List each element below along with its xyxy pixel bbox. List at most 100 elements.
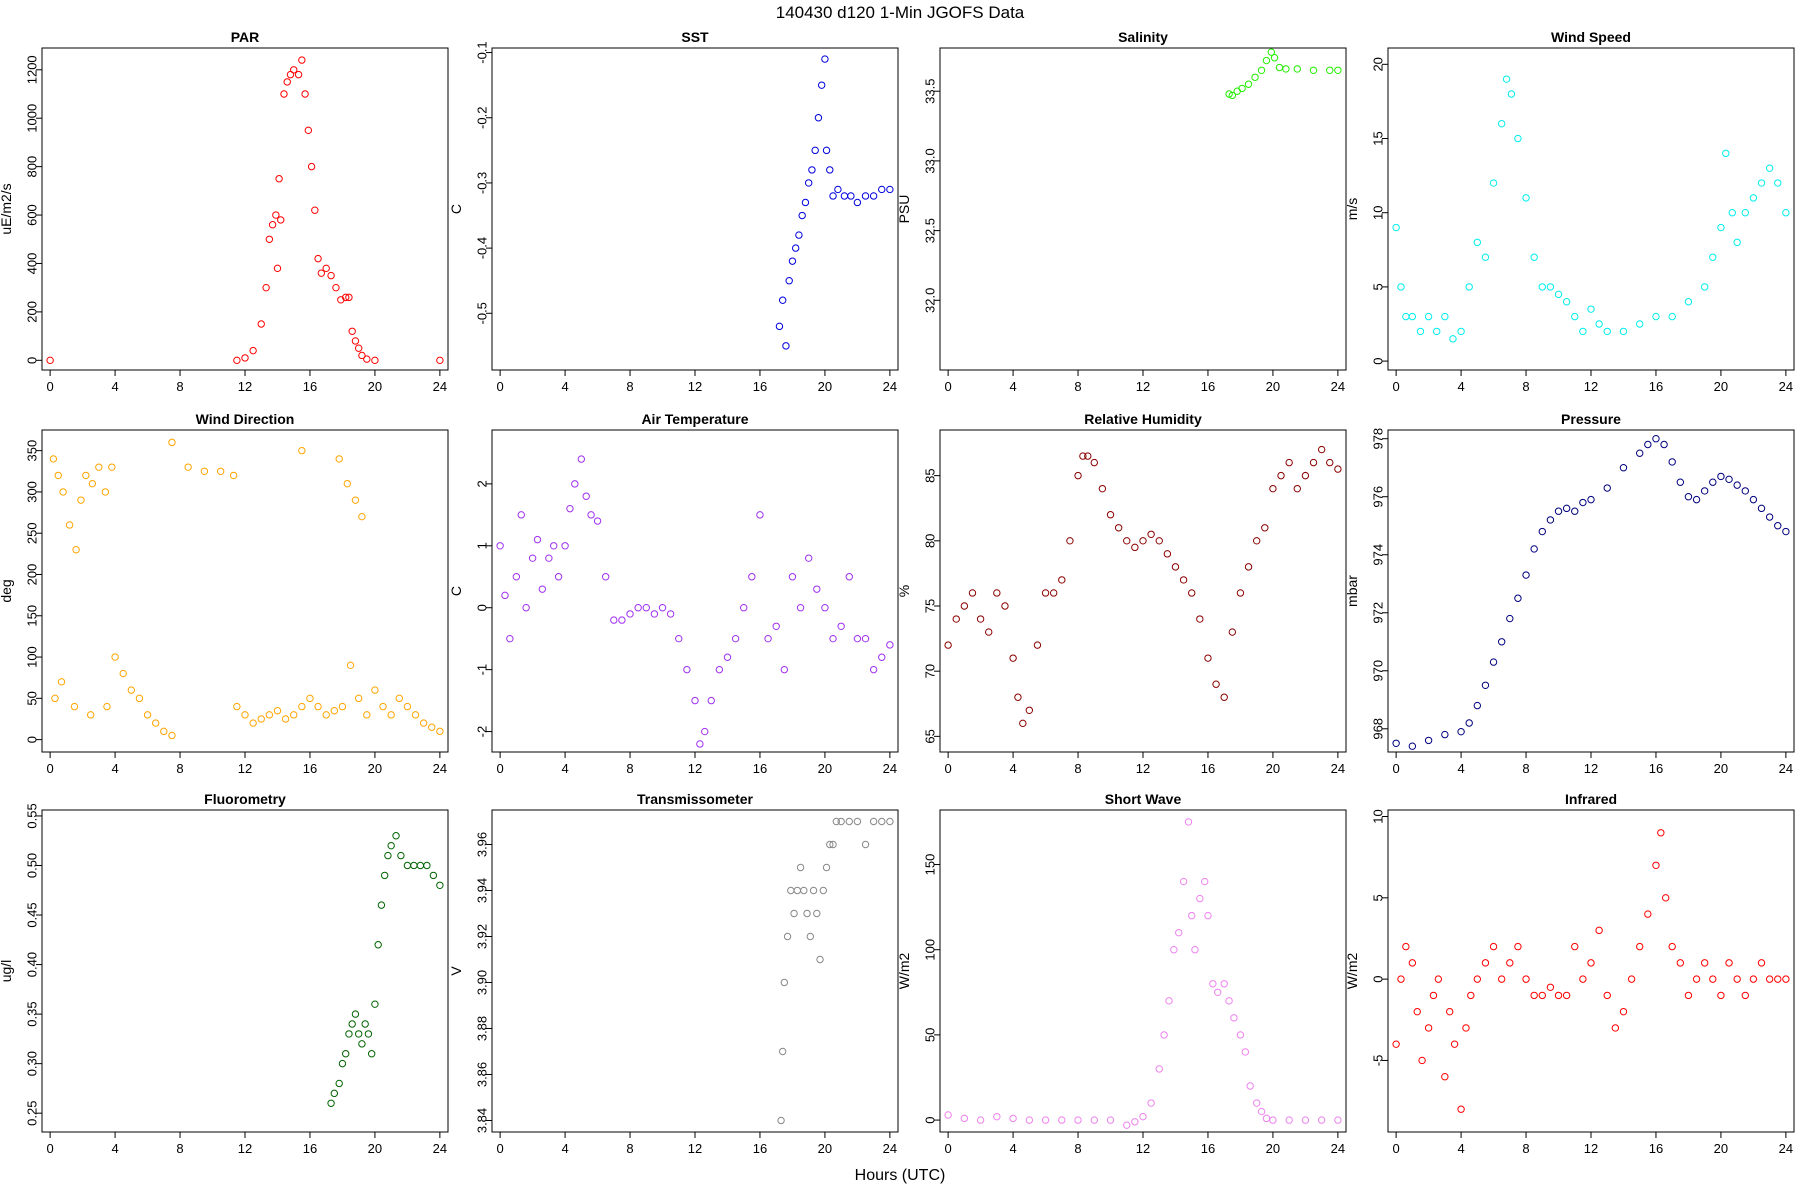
data-point — [1209, 980, 1217, 988]
x-tick-label: 8 — [176, 761, 183, 776]
x-tick-label: 24 — [1779, 379, 1793, 394]
y-tick-label: -2 — [475, 726, 490, 738]
data-point — [1317, 1116, 1326, 1124]
data-point — [1131, 1118, 1139, 1126]
panel-4: Wind Direction 0 4 8 12 16 20 24 0 50 100 150 200 250… — [0, 411, 449, 776]
x-tick-label: 20 — [1266, 379, 1280, 394]
data-point — [77, 496, 85, 504]
data-point — [367, 1050, 376, 1058]
data-point — [1188, 911, 1196, 920]
data-point — [249, 346, 257, 355]
data-point — [1538, 283, 1546, 291]
x-tick-label: 16 — [753, 379, 767, 394]
data-point — [363, 711, 371, 719]
data-point — [57, 678, 66, 686]
data-point — [1301, 471, 1310, 480]
data-point — [1277, 471, 1285, 480]
x-tick-label: 16 — [303, 761, 317, 776]
data-point — [1757, 179, 1766, 187]
data-point — [840, 192, 849, 200]
data-point — [1733, 975, 1741, 983]
panel-title: Salinity — [1118, 29, 1168, 45]
data-point — [1562, 298, 1571, 306]
data-point — [1123, 537, 1131, 545]
data-point — [363, 355, 371, 363]
y-axis-label: % — [896, 585, 912, 597]
data-point — [740, 604, 748, 612]
data-point — [397, 851, 405, 860]
x-tick-label: 0 — [1393, 1141, 1400, 1156]
x-tick-label: 12 — [238, 761, 252, 776]
data-point — [834, 185, 842, 194]
data-point — [1514, 594, 1522, 602]
panel-title: Short Wave — [1105, 791, 1182, 807]
data-point — [1230, 1014, 1238, 1022]
data-point — [1214, 988, 1222, 996]
data-point — [675, 634, 683, 643]
data-point — [1684, 493, 1693, 501]
y-tick-label: 70 — [923, 664, 938, 678]
data-point — [1587, 305, 1595, 313]
x-tick-label: 8 — [176, 1141, 183, 1156]
data-point — [798, 211, 806, 220]
x-tick-label: 12 — [1136, 1141, 1150, 1156]
data-point — [1514, 134, 1522, 143]
data-point — [1402, 942, 1410, 951]
panel-1: SST 0 4 8 12 16 20 24 -0.5 -0.4 -0.3 -0.2 -0.1 C — [448, 29, 899, 394]
data-point — [1139, 537, 1147, 545]
data-point — [1684, 991, 1693, 1000]
data-point — [275, 175, 283, 183]
data-point — [772, 622, 780, 630]
data-point — [338, 1059, 347, 1068]
data-point — [1204, 911, 1212, 920]
data-point — [813, 909, 821, 918]
y-tick-label: 1200 — [25, 55, 40, 84]
data-point — [1676, 478, 1685, 486]
data-point — [301, 90, 309, 98]
data-point — [837, 817, 845, 826]
data-point — [1741, 209, 1749, 217]
y-tick-label: 978 — [1371, 428, 1386, 450]
data-point — [1652, 312, 1660, 321]
data-point — [1749, 495, 1758, 504]
data-point — [354, 344, 363, 352]
data-point — [127, 686, 136, 694]
plot-frame — [1387, 429, 1795, 753]
panel-11: Infrared 0 4 8 12 16 20 24 -5 0 5 10 W/m2 — [1344, 791, 1795, 1156]
data-point — [821, 604, 829, 612]
data-point — [1267, 48, 1275, 56]
data-point — [277, 216, 285, 224]
data-point — [748, 573, 756, 581]
y-tick-label: 800 — [25, 156, 40, 178]
data-point — [351, 496, 360, 504]
data-point — [436, 727, 444, 736]
data-point — [1220, 693, 1228, 701]
x-tick-label: 4 — [1009, 379, 1016, 394]
data-point — [1562, 991, 1571, 1000]
data-point — [1408, 742, 1417, 750]
data-point — [1538, 991, 1546, 1000]
data-point — [1579, 498, 1587, 507]
data-point — [345, 293, 353, 302]
x-tick-label: 12 — [688, 1141, 702, 1156]
data-point — [1473, 701, 1482, 710]
data-point — [550, 542, 558, 550]
x-tick-label: 12 — [238, 1141, 252, 1156]
data-point — [804, 179, 813, 187]
data-point — [88, 479, 97, 488]
data-point — [1309, 458, 1318, 467]
data-point — [1106, 1116, 1115, 1124]
data-point — [1717, 223, 1725, 232]
data-point — [168, 731, 176, 740]
data-point — [1196, 894, 1204, 903]
y-tick-label: 10 — [1371, 809, 1386, 823]
data-point — [429, 871, 438, 880]
x-tick-label: 12 — [1136, 761, 1150, 776]
panel-title: Fluorometry — [204, 791, 286, 807]
data-point — [49, 455, 58, 463]
data-point — [1175, 928, 1183, 937]
data-point — [1252, 1099, 1261, 1107]
data-point — [380, 871, 389, 880]
data-point — [783, 932, 792, 941]
panel-6: Relative Humidity 0 4 8 12 16 20 24 65 70 75 80 85% — [896, 411, 1347, 776]
